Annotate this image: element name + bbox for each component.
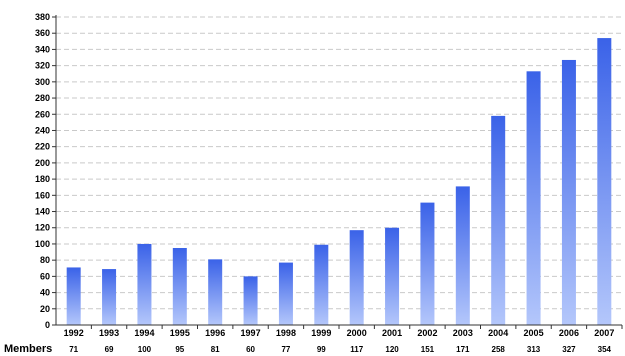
x-tick-label-1996: 1996 [205,328,225,338]
x-axis-ticks: 1992 1993 1994 1995 1996 1997 1998 1999 2000 2001… [64,325,623,338]
y-tick-label-380: 380 [35,12,50,22]
x-tick-label-1997: 1997 [241,328,261,338]
members-value-1992: 71 [69,345,78,354]
y-tick-label-100: 100 [35,239,50,249]
y-tick-label-280: 280 [35,93,50,103]
bar-2007 [597,38,612,326]
members-value-2007: 354 [598,345,612,354]
bar-2005 [526,71,541,325]
members-value-2006: 327 [562,345,576,354]
x-tick-label-1993: 1993 [99,328,119,338]
bar-1998 [278,262,293,325]
members-value-2003: 171 [456,345,470,354]
members-value-1993: 69 [105,345,114,354]
y-tick-label-140: 140 [35,207,50,217]
y-tick-label-180: 180 [35,174,50,184]
bar-1999 [314,244,329,325]
members-value-1998: 77 [281,345,290,354]
x-tick-label-2000: 2000 [347,328,367,338]
y-tick-label-260: 260 [35,109,50,119]
members-value-2004: 258 [492,345,506,354]
y-tick-label-300: 300 [35,77,50,87]
x-tick-label-1998: 1998 [276,328,296,338]
bar-1994 [137,243,152,325]
bar-1993 [102,269,117,325]
y-tick-label-320: 320 [35,61,50,71]
y-tick-label-40: 40 [40,288,50,298]
y-tick-label-160: 160 [35,190,50,200]
y-tick-label-200: 200 [35,158,50,168]
y-tick-label-60: 60 [40,271,50,281]
bar-2002 [420,202,435,325]
y-tick-label-80: 80 [40,255,50,265]
members-value-1997: 60 [246,345,255,354]
x-tick-label-2005: 2005 [524,328,544,338]
members-value-2005: 313 [527,345,541,354]
bar-1997 [243,276,258,325]
x-tick-label-2004: 2004 [488,328,508,338]
x-tick-label-1992: 1992 [64,328,84,338]
y-tick-label-120: 120 [35,223,50,233]
x-tick-label-2003: 2003 [453,328,473,338]
x-tick-label-2006: 2006 [559,328,579,338]
members-value-2002: 151 [421,345,435,354]
bar-2000 [349,230,364,325]
y-tick-label-240: 240 [35,125,50,135]
x-tick-label-2002: 2002 [417,328,437,338]
x-tick-label-1999: 1999 [311,328,331,338]
members-row-label: Members [4,343,52,355]
x-tick-label-2007: 2007 [594,328,614,338]
y-tick-label-20: 20 [40,304,50,314]
y-tick-label-0: 0 [45,320,50,330]
bar-1995 [172,248,187,325]
bar-1996 [208,259,223,325]
y-tick-label-360: 360 [35,28,50,38]
y-axis-ticks: 0 20 40 60 80 100 120 140 160 180 200 220 240 260 280 3… [35,12,56,330]
bar-2003 [455,186,470,325]
bar-1992 [66,267,81,325]
members-value-2001: 120 [385,345,399,354]
members-table: Members 71 69 100 95 81 60 77 99 117 120 151 171 258… [4,343,612,355]
x-tick-label-2001: 2001 [382,328,402,338]
bar-2001 [385,227,400,325]
x-tick-label-1994: 1994 [134,328,154,338]
members-value-2000: 117 [350,345,363,354]
bar-2004 [491,115,506,325]
y-tick-label-220: 220 [35,142,50,152]
bar-2006 [561,59,576,326]
grid-lines [56,16,622,310]
members-value-1999: 99 [317,345,326,354]
x-tick-label-1995: 1995 [170,328,190,338]
members-value-1994: 100 [138,345,152,354]
y-tick-label-340: 340 [35,44,50,54]
members-value-1995: 95 [175,345,184,354]
bars [66,38,612,326]
members-value-1996: 81 [211,345,220,354]
